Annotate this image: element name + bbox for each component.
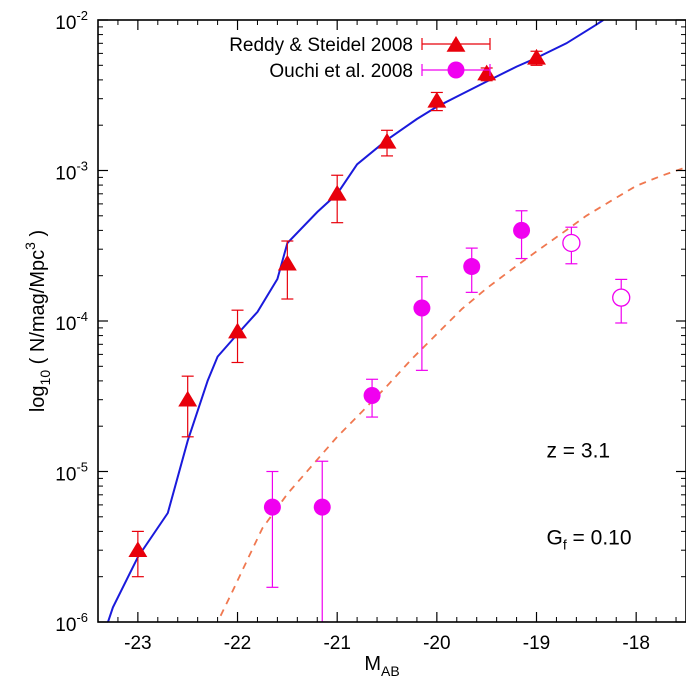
y-tick-label: 10-3: [55, 159, 88, 185]
data-point-triangle: [477, 64, 497, 81]
data-point-triangle: [527, 48, 546, 65]
y-axis-title: log10 ( N/mag/Mpc3 ): [22, 230, 53, 412]
growth-factor-label: Gf = 0.10: [546, 526, 631, 552]
y-axis-title-body: ( N/mag/Mpc: [27, 250, 49, 370]
y-tick-label: 10-4: [55, 309, 88, 335]
data-point-triangle: [427, 91, 447, 108]
y-tick-exponent: -2: [76, 8, 88, 23]
data-point-circle: [513, 221, 531, 239]
y-axis-title-suffix: ): [27, 230, 49, 242]
legend-entry-0: Reddy & Steidel 2008: [229, 35, 491, 56]
annotations: z = 3.1 Gf = 0.10: [546, 440, 631, 553]
y-tick-base: 10: [55, 164, 76, 185]
y-tick-base: 10: [55, 314, 76, 335]
series-reddy-steidel: [128, 48, 546, 578]
growth-factor-symbol: G: [546, 526, 562, 549]
data-point-circle: [363, 386, 381, 404]
y-tick-exponent: -3: [76, 159, 88, 174]
data-point-circle: [463, 258, 481, 276]
legend-marker-circle: [447, 61, 465, 79]
data-point-triangle: [377, 132, 397, 149]
model-curve-solid: [107, 20, 604, 622]
x-tick-label: -21: [323, 633, 350, 654]
data-point-circle: [313, 498, 331, 516]
x-tick-label: -19: [523, 633, 550, 654]
x-tick-label: -23: [124, 633, 151, 654]
data-point-triangle: [228, 322, 247, 339]
legend-label: Ouchi et al. 2008: [269, 61, 413, 82]
data-point-triangle: [178, 390, 198, 407]
legend-label: Reddy & Steidel 2008: [229, 35, 413, 56]
data-point-circle: [263, 498, 281, 516]
x-axis-title: MAB: [364, 653, 399, 679]
data-point-open-circle: [612, 288, 631, 307]
x-tick-label: -18: [622, 633, 649, 654]
axes-layer: -23 -22 -21 -20 -19 -1810-610-510-410-310-2MA…: [22, 8, 686, 679]
y-tick-label: 10-6: [55, 610, 88, 636]
y-axis-title-log: log: [27, 385, 49, 412]
legend: Reddy & Steidel 2008 Ouchi et al. 2008: [229, 35, 491, 82]
x-tick-label: -22: [224, 633, 251, 654]
x-axis-title-main: M: [364, 653, 381, 675]
y-tick-label: 10-2: [55, 8, 88, 34]
data-point-triangle: [128, 541, 148, 557]
growth-factor-value: = 0.10: [567, 526, 632, 549]
data-point-triangle: [327, 184, 347, 201]
plot-layer: [107, 20, 686, 622]
data-point-circle: [413, 299, 431, 317]
legend-entry-1: Ouchi et al. 2008: [269, 61, 491, 82]
y-tick-base: 10: [55, 615, 76, 636]
series-ouchi: [263, 210, 631, 622]
x-tick-label: -20: [423, 633, 450, 654]
growth-factor-subscript: f: [563, 536, 567, 552]
data-point-triangle: [277, 254, 297, 271]
y-tick-exponent: -6: [76, 610, 88, 625]
y-tick-label: 10-5: [55, 460, 88, 486]
data-point-open-circle: [562, 233, 581, 253]
y-tick-base: 10: [55, 13, 76, 34]
x-axis-title-sub: AB: [381, 663, 400, 679]
legend-marker-triangle: [446, 36, 466, 52]
y-tick-exponent: -4: [76, 309, 88, 324]
y-tick-base: 10: [55, 465, 76, 486]
y-axis-title-log-base: 10: [37, 370, 53, 386]
y-tick-exponent: -5: [76, 460, 88, 475]
y-axis-title-sup: 3: [22, 242, 38, 250]
redshift-label: z = 3.1: [546, 440, 610, 463]
